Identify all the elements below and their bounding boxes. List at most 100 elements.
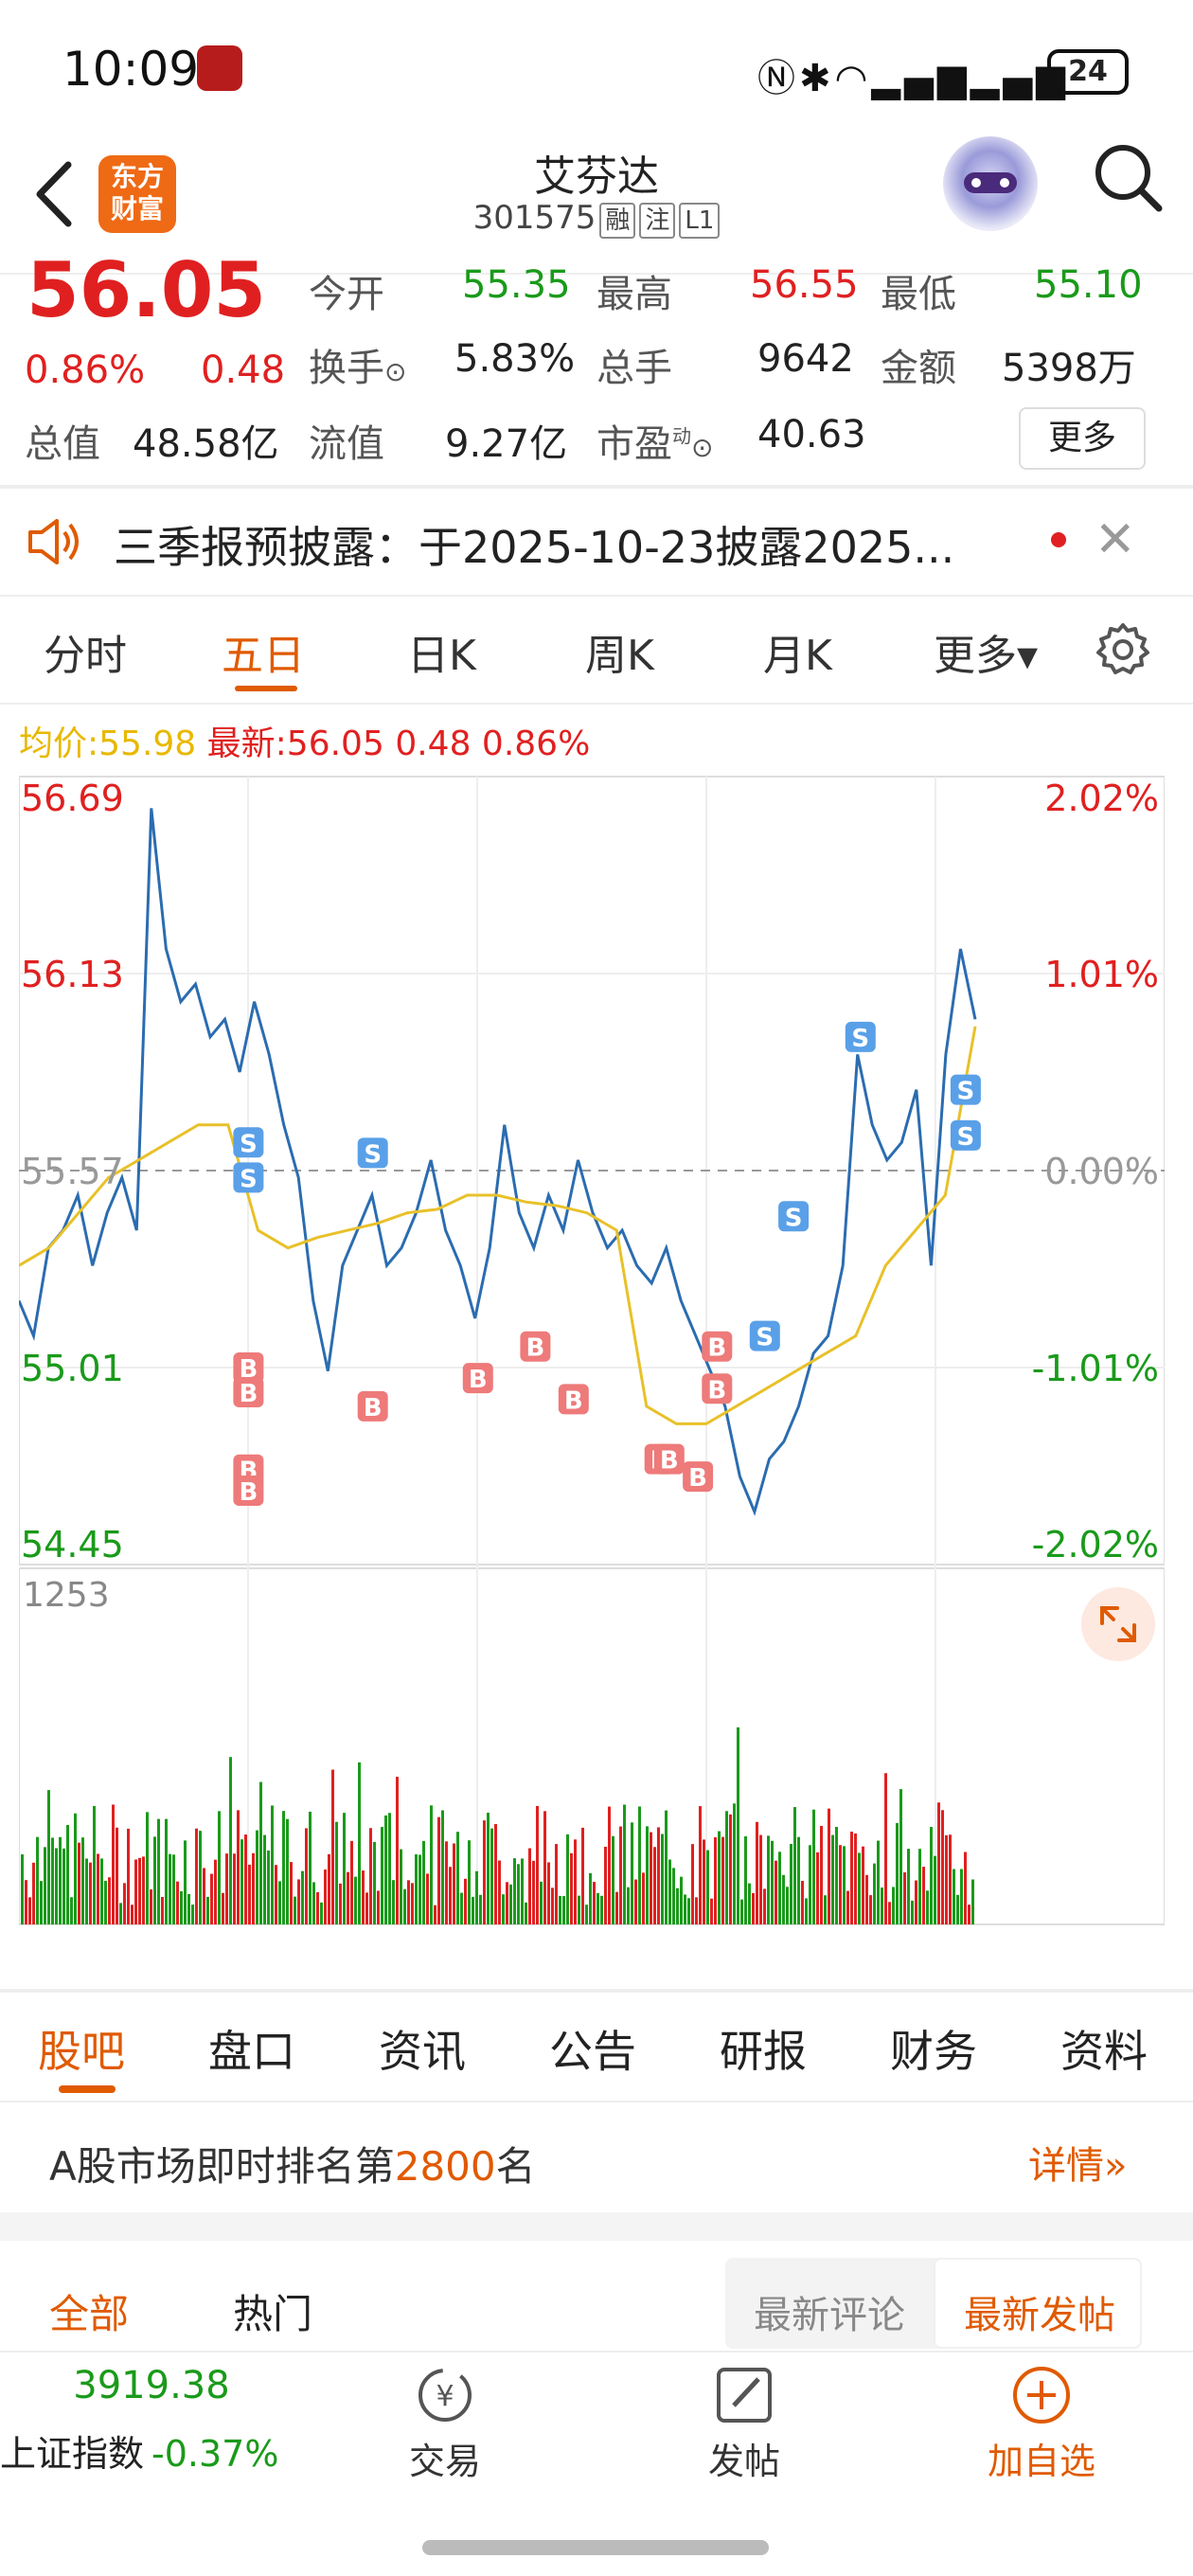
- signal-icon: ▂▄▆: [871, 57, 970, 100]
- volume-bar: [714, 1836, 717, 1924]
- trade-mark-badge: [653, 1443, 685, 1475]
- tab-weekly-k[interactable]: 周K: [585, 632, 654, 680]
- volume-bar: [195, 1828, 198, 1924]
- volume-bar: [275, 1865, 277, 1924]
- volume-bar: [540, 1881, 543, 1924]
- post-button[interactable]: 发帖: [678, 2362, 810, 2484]
- info-icon[interactable]: ⊙: [691, 432, 714, 463]
- volume-bar: [756, 1821, 758, 1924]
- volume-bar: [964, 1852, 967, 1924]
- volume-bar: [604, 1846, 607, 1924]
- info-icon[interactable]: ⊙: [384, 356, 407, 387]
- assistant-robot-icon[interactable]: [943, 136, 1038, 231]
- volume-bar: [66, 1824, 69, 1924]
- volume-bar: [661, 1834, 664, 1924]
- volume-bar: [210, 1873, 213, 1924]
- volume-bar: [51, 1837, 54, 1924]
- filter-all[interactable]: 全部: [49, 2291, 130, 2337]
- sort-latest-comment[interactable]: 最新评论: [754, 2294, 905, 2337]
- volume-bar: [494, 1824, 497, 1924]
- expand-icon[interactable]: [1081, 1587, 1155, 1661]
- trade-icon: ¥: [418, 2369, 472, 2422]
- buy-mark: B: [233, 1476, 264, 1507]
- volume-bar: [441, 1810, 444, 1924]
- volume-bar: [733, 1803, 736, 1924]
- volume-bar: [793, 1807, 796, 1924]
- tab-finance[interactable]: 财务: [890, 2026, 977, 2077]
- index-widget[interactable]: 3919.38: [38, 2364, 265, 2407]
- turnover-value: 5.83%: [454, 337, 576, 381]
- tab-announcements[interactable]: 公告: [549, 2026, 636, 2077]
- volume-bar: [816, 1852, 819, 1924]
- tab-research[interactable]: 研报: [720, 2026, 807, 2077]
- volume-bar: [343, 1813, 346, 1924]
- trade-marks: SSSSSSSSBBBBBBBBBBBBB: [233, 1021, 981, 1507]
- nfc-icon: Ⓝ: [757, 57, 799, 100]
- volume-bar: [354, 1876, 357, 1924]
- app-logo[interactable]: 东方 财富: [98, 155, 176, 233]
- volume-bar: [521, 1858, 524, 1924]
- y-axis-right-label: 0.00%: [1044, 1151, 1159, 1192]
- trade-button[interactable]: ¥ 交易: [379, 2362, 511, 2484]
- tab-monthly-k[interactable]: 月K: [763, 632, 832, 680]
- volume-bar: [759, 1834, 762, 1924]
- volume-bar: [911, 1900, 914, 1924]
- trade-mark-letter: B: [707, 1334, 726, 1363]
- y-axis-right-label: 1.01%: [1044, 954, 1159, 995]
- volume-bar: [498, 1860, 501, 1924]
- trade-mark-badge: [683, 1461, 714, 1493]
- volume-bar: [464, 1878, 467, 1924]
- volume-bar: [877, 1840, 880, 1924]
- volume-bar: [695, 1897, 698, 1924]
- volume-bar: [112, 1804, 115, 1924]
- five-day-chart[interactable]: SSSSSSSSBBBBBBBBBBBBB 56.692.02%56.131.0…: [19, 773, 1165, 1934]
- settings-gear-icon[interactable]: [1095, 621, 1151, 678]
- notice-text[interactable]: 三季报预披露：于2025-10-23披露2025...: [114, 522, 955, 573]
- volume-bar: [665, 1810, 668, 1924]
- market-rank: A股市场即时排名第2800名: [49, 2143, 536, 2190]
- trade-mark-letter: B: [707, 1376, 726, 1404]
- close-notice-icon[interactable]: ✕: [1095, 511, 1136, 568]
- filter-hot[interactable]: 热门: [233, 2291, 313, 2337]
- tab-pankou[interactable]: 盘口: [208, 2026, 295, 2077]
- speaker-icon: [28, 519, 79, 564]
- unread-dot: [1051, 532, 1066, 547]
- battery-icon: 24: [1047, 49, 1129, 95]
- tab-news[interactable]: 资讯: [379, 2026, 466, 2077]
- volume-bar: [199, 1831, 202, 1924]
- tab-five-day[interactable]: 五日: [222, 632, 305, 680]
- volume-bar: [294, 1896, 296, 1924]
- sell-mark: S: [950, 1074, 981, 1106]
- rank-detail-link[interactable]: 详情»: [1028, 2144, 1128, 2188]
- tab-more[interactable]: 更多▾: [934, 632, 1039, 680]
- price-frame: [19, 776, 1165, 1565]
- index-value: 3919.38: [73, 2364, 230, 2407]
- sort-latest-post[interactable]: 最新发帖: [964, 2294, 1115, 2337]
- volume-bar: [593, 1882, 596, 1924]
- tab-intraday[interactable]: 分时: [44, 632, 127, 680]
- tab-guba[interactable]: 股吧: [38, 2026, 125, 2077]
- volume-bar: [328, 1853, 330, 1924]
- amount-label: 金额: [881, 347, 956, 390]
- volume-bar: [574, 1839, 577, 1924]
- volume-bar: [422, 1840, 425, 1924]
- buy-mark: B: [702, 1331, 733, 1363]
- volume-bar: [850, 1832, 853, 1924]
- volume-bar: [252, 1852, 255, 1924]
- search-icon[interactable]: [1091, 140, 1166, 216]
- tab-profile[interactable]: 资料: [1060, 2026, 1148, 2077]
- more-quote-button[interactable]: 更多: [1019, 407, 1146, 470]
- tab-daily-k[interactable]: 日K: [407, 632, 476, 680]
- volume-bar: [907, 1849, 910, 1924]
- volume-bar: [229, 1757, 232, 1924]
- volume-bar: [578, 1895, 580, 1924]
- volume-bar: [218, 1811, 221, 1924]
- volume-bar: [767, 1835, 770, 1924]
- back-icon[interactable]: [27, 152, 83, 237]
- trade-mark-badge: [845, 1021, 876, 1052]
- volume-bar: [381, 1827, 383, 1924]
- bluetooth-icon: ✱: [799, 57, 835, 100]
- volume-bar: [846, 1890, 849, 1924]
- volume-bar: [884, 1773, 887, 1924]
- add-watchlist-button[interactable]: 加自选: [975, 2362, 1108, 2484]
